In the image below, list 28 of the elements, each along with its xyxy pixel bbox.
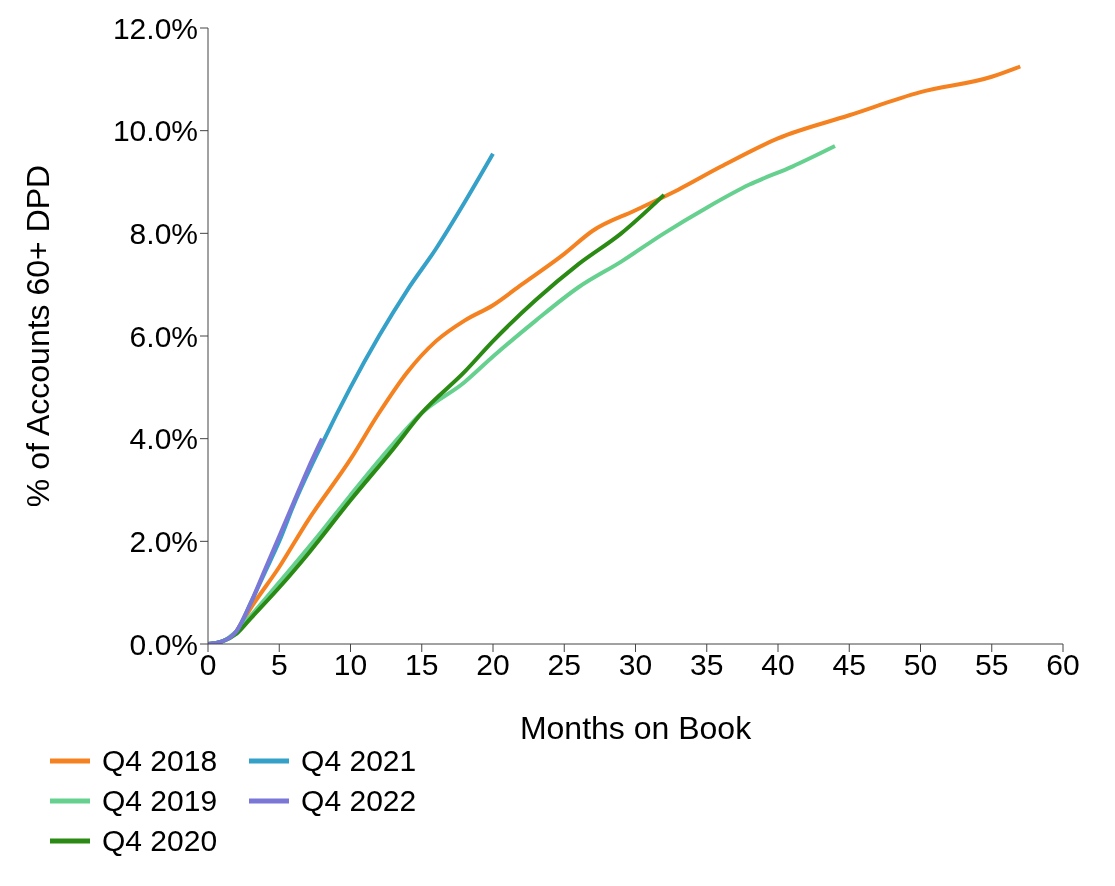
y-tick-label: 6.0%: [129, 319, 198, 353]
legend-label: Q4 2020: [102, 824, 218, 858]
x-tick-label: 25: [547, 648, 581, 682]
y-tick-label: 2.0%: [129, 524, 198, 558]
x-tick-label: 15: [405, 648, 439, 682]
y-tick-label: 12.0%: [112, 11, 198, 45]
x-tick-label: 45: [832, 648, 866, 682]
y-tick-label: 4.0%: [129, 422, 198, 456]
x-tick-label: 50: [903, 648, 938, 682]
x-tick-label: 5: [270, 648, 288, 682]
x-tick-label: 30: [618, 648, 653, 682]
legend-label: Q4 2021: [301, 744, 417, 778]
legend-label: Q4 2019: [102, 784, 218, 818]
legend-label: Q4 2022: [301, 784, 417, 818]
y-tick-label: 10.0%: [112, 114, 198, 148]
x-tick-label: 55: [975, 648, 1009, 682]
x-tick-label: 35: [690, 648, 724, 682]
x-tick-label: 40: [761, 648, 795, 682]
x-tick-label: 60: [1046, 648, 1080, 682]
x-axis-title: Months on Book: [519, 710, 753, 746]
y-tick-label: 0.0%: [129, 627, 198, 661]
x-tick-label: 0: [199, 648, 217, 682]
legend-label: Q4 2018: [102, 744, 218, 778]
x-tick-label: 10: [333, 648, 368, 682]
y-tick-label: 8.0%: [129, 216, 198, 250]
x-tick-label: 20: [476, 648, 510, 682]
line-series: [208, 436, 324, 644]
y-axis-title: % of Accounts 60+ DPD: [20, 164, 57, 508]
